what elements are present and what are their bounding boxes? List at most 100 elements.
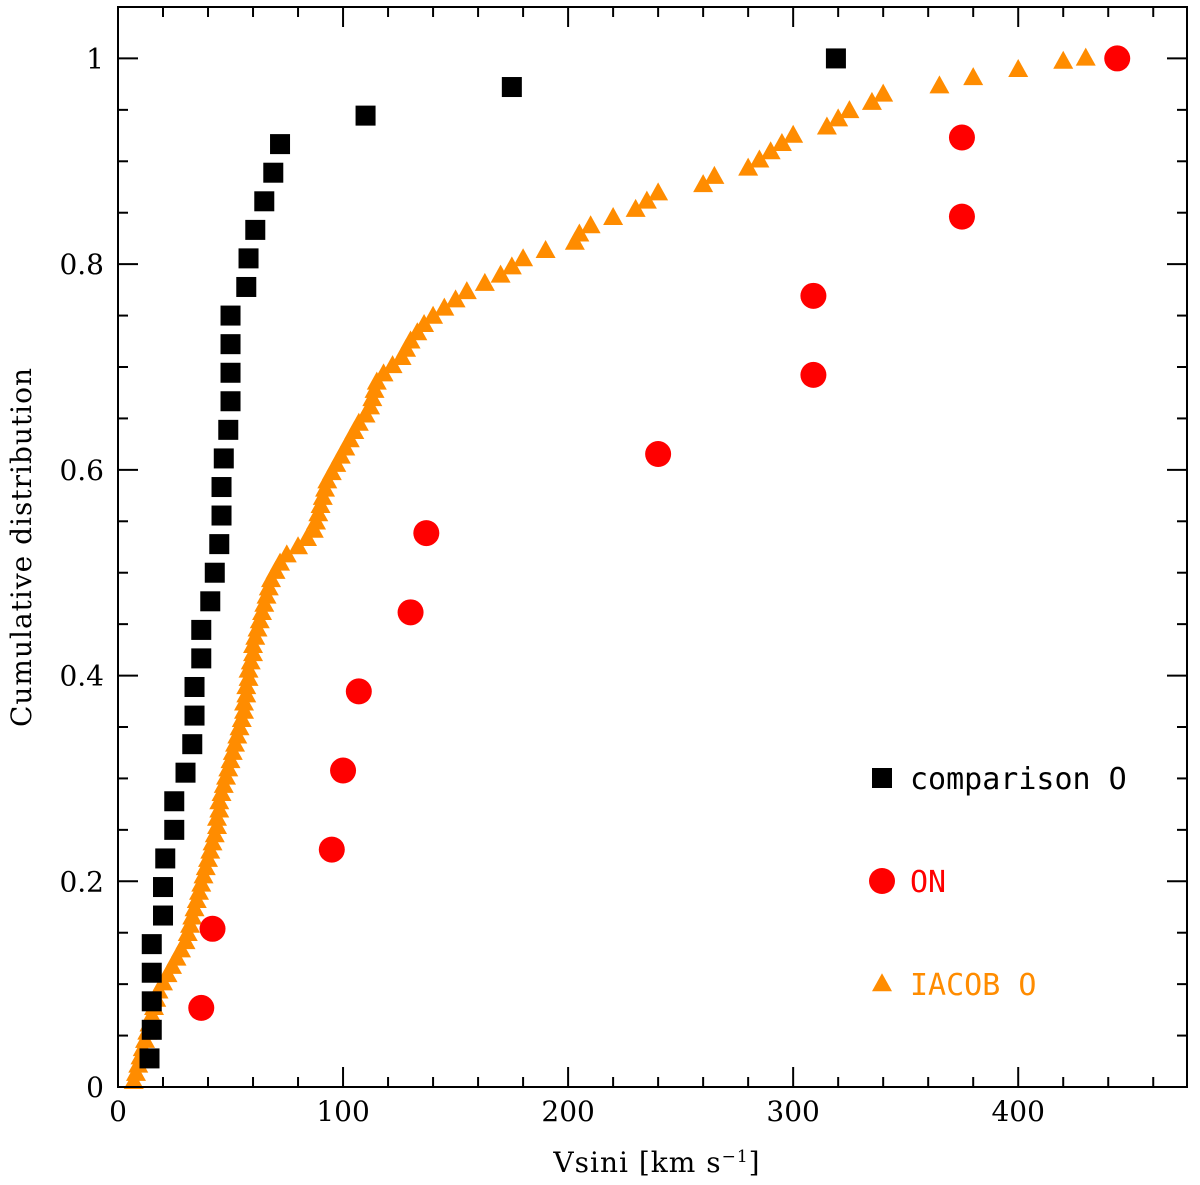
triangle-point <box>276 544 297 563</box>
square-point <box>184 705 205 726</box>
x-axis-title-text: Vsini [km s <box>552 1146 721 1179</box>
square-point <box>213 448 234 469</box>
square-point <box>220 362 241 383</box>
triangle-point <box>636 190 657 209</box>
triangle-point <box>1053 50 1074 69</box>
y-tick-label: 0 <box>86 1071 104 1104</box>
triangle-point <box>603 207 624 226</box>
plot-frame <box>117 6 1188 1088</box>
x-tick-label: 300 <box>766 1095 819 1128</box>
circle-point <box>318 836 345 863</box>
legend-label: IACOB O <box>910 968 1036 1003</box>
square-point <box>211 477 232 498</box>
triangle-point <box>873 83 894 102</box>
square-point <box>501 77 522 98</box>
tick-labels: 0 100 200 300 400 0 0.2 0.4 0.6 0.8 1 <box>59 42 1044 1128</box>
y-tick-label: 0.4 <box>59 660 104 693</box>
circle-point <box>188 994 215 1021</box>
legend-square-marker <box>872 768 892 788</box>
legend-circle-marker <box>869 868 895 894</box>
triangle-point <box>434 297 455 316</box>
square-point <box>254 191 275 212</box>
x-tick-label: 200 <box>541 1095 594 1128</box>
square-point <box>220 334 241 355</box>
square-point <box>184 676 205 697</box>
square-point <box>139 1048 160 1069</box>
circle-point <box>948 203 975 230</box>
triangle-point <box>535 239 556 258</box>
plot-marks <box>123 45 1131 1090</box>
axes <box>117 6 1188 1088</box>
square-point <box>263 162 284 183</box>
triangle-point <box>828 108 849 127</box>
triangle-point <box>580 215 601 234</box>
square-point <box>141 991 162 1012</box>
triangle-point <box>423 305 444 324</box>
triangle-point <box>839 100 860 119</box>
x-tick-label: 400 <box>991 1095 1044 1128</box>
triangle-point <box>569 223 590 242</box>
legend: comparison O ON IACOB O <box>869 762 1127 1003</box>
square-point <box>164 819 185 840</box>
triangle-point <box>760 141 781 160</box>
triangle-point <box>490 264 511 283</box>
triangle-point <box>771 133 792 151</box>
circle-point <box>330 757 357 784</box>
square-point <box>204 562 225 583</box>
x-axis-title-close: ] <box>749 1146 761 1179</box>
square-point <box>270 134 291 155</box>
square-point <box>238 248 259 269</box>
square-point <box>220 305 241 326</box>
x-tick-label: 0 <box>109 1095 127 1128</box>
square-point <box>236 276 257 297</box>
square-point <box>175 762 196 783</box>
y-tick-label: 0.2 <box>59 865 104 898</box>
series-on <box>188 45 1131 1021</box>
square-point <box>355 105 376 126</box>
triangle-point <box>474 272 495 291</box>
triangle-point <box>693 174 714 193</box>
triangle-point <box>738 157 759 176</box>
circle-point <box>413 520 440 547</box>
x-axis-title: Vsini [km s−1] <box>552 1146 760 1179</box>
circle-point <box>1104 45 1131 72</box>
series-comparison-o <box>139 48 846 1069</box>
square-point <box>211 505 232 526</box>
triangle-point <box>501 256 522 275</box>
square-point <box>164 791 185 812</box>
square-point <box>141 1019 162 1040</box>
triangle-point <box>1008 58 1029 77</box>
circle-point <box>800 361 827 388</box>
legend-triangle-marker <box>872 973 892 992</box>
x-axis-title-sup: −1 <box>722 1147 749 1167</box>
circle-point <box>345 678 372 705</box>
triangle-point <box>513 248 534 267</box>
legend-label: comparison O <box>910 762 1127 797</box>
y-tick-label: 1 <box>86 42 104 75</box>
series-iacob-o <box>123 47 1096 1090</box>
x-tick-label: 100 <box>316 1095 369 1128</box>
circle-point <box>800 282 827 309</box>
square-point <box>218 419 239 440</box>
y-axis-title: Cumulative distribution <box>5 367 38 727</box>
triangle-point <box>456 281 477 300</box>
square-point <box>191 619 212 640</box>
triangle-point <box>929 75 950 94</box>
square-point <box>153 877 174 898</box>
triangle-point <box>445 289 466 308</box>
circle-point <box>645 441 672 468</box>
square-point <box>191 648 212 669</box>
square-point <box>141 934 162 955</box>
legend-label: ON <box>910 865 946 900</box>
y-tick-label: 0.6 <box>59 454 104 487</box>
circle-point <box>397 599 424 626</box>
square-point <box>155 848 176 869</box>
square-point <box>182 734 203 755</box>
ticks <box>118 7 1187 1087</box>
square-point <box>141 962 162 983</box>
y-tick-label: 0.8 <box>59 248 104 281</box>
triangle-point <box>783 124 804 143</box>
triangle-point <box>704 165 725 184</box>
triangle-point <box>625 198 646 217</box>
square-point <box>153 905 174 926</box>
